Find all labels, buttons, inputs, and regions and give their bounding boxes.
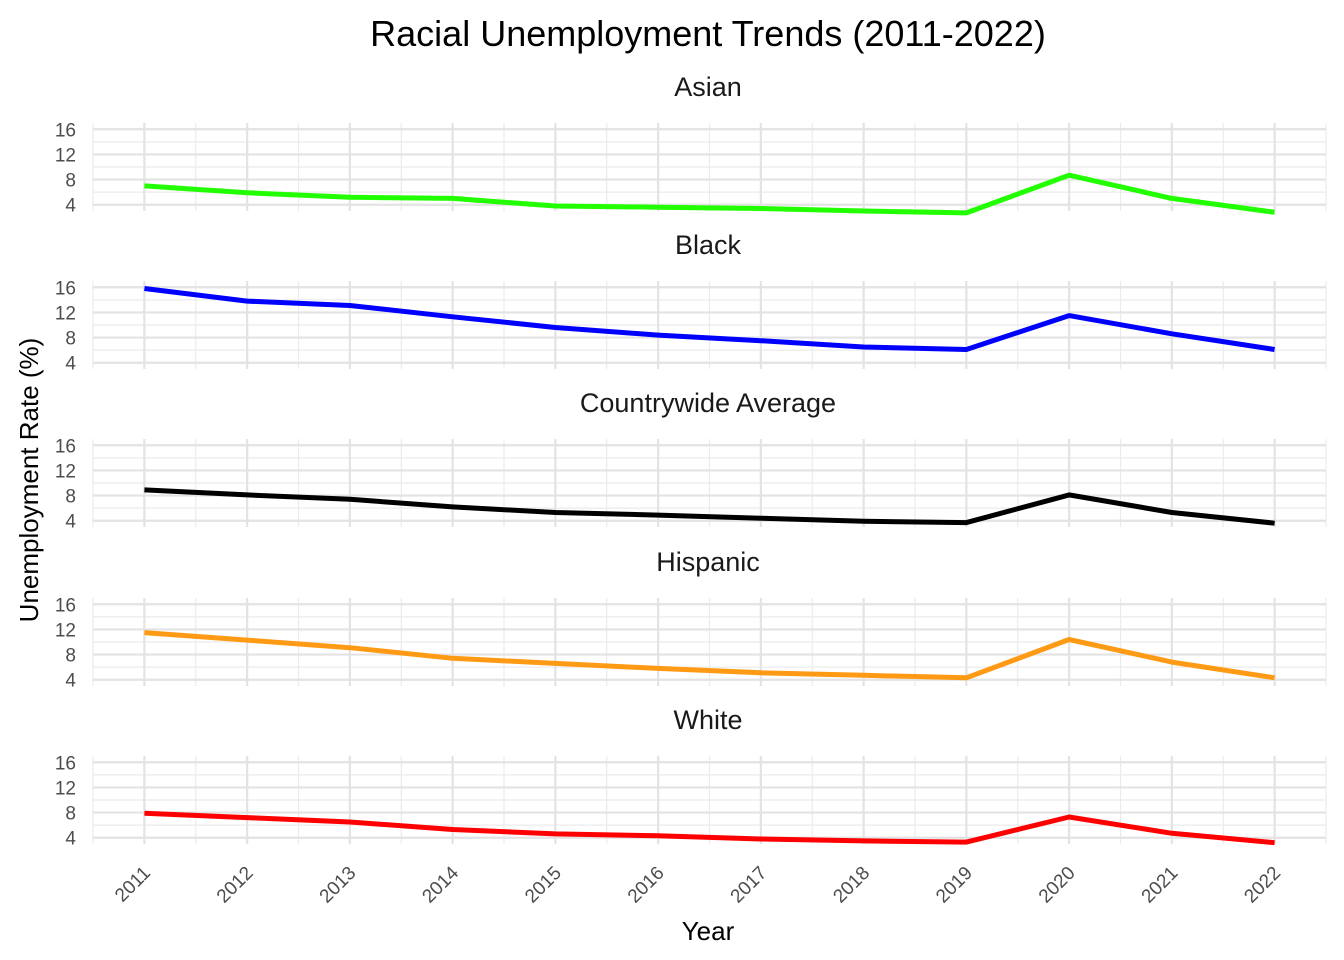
- chart-title: Racial Unemployment Trends (2011-2022): [370, 13, 1046, 54]
- facet-strip-label: Countrywide Average: [580, 388, 836, 418]
- x-tick-label: 2013: [316, 863, 361, 908]
- y-tick-label: 12: [55, 145, 76, 166]
- y-tick-label: 8: [65, 171, 76, 192]
- y-tick-label: 16: [55, 120, 76, 141]
- x-tick-label: 2018: [829, 863, 874, 908]
- y-tick-label: 12: [55, 461, 76, 482]
- y-tick-label: 12: [55, 778, 76, 799]
- x-tick-label: 2011: [111, 863, 155, 907]
- series-line-white: [144, 810, 1275, 846]
- x-tick-label: 2012: [213, 863, 258, 908]
- x-tick-label: 2020: [1035, 863, 1080, 908]
- facet-panel-0: Asian 4 8 12 16: [55, 72, 1327, 217]
- facet-strip-label: Asian: [674, 72, 742, 102]
- y-tick-label: 8: [65, 646, 76, 667]
- y-tick-label: 16: [55, 753, 76, 774]
- series-line-hispanic: [144, 630, 1275, 681]
- y-tick-label: 4: [65, 671, 76, 692]
- facet-strip-label: Black: [675, 230, 742, 260]
- y-tick-label: 4: [65, 829, 76, 850]
- facet-strip-label: Hispanic: [656, 547, 760, 577]
- y-axis-label: Unemployment Rate (%): [14, 338, 44, 623]
- x-tick-label: 2015: [521, 863, 566, 908]
- series-line-asian: [144, 172, 1275, 216]
- y-tick-label: 4: [65, 354, 76, 375]
- x-tick-label: 2019: [932, 863, 977, 908]
- x-axis-ticks: 2011 2012 2013 2014 2015 2016 2017 2018 2019 2020…: [111, 862, 1285, 907]
- series-line-black: [144, 286, 1275, 352]
- x-tick-label: 2014: [418, 862, 463, 907]
- y-tick-label: 12: [55, 620, 76, 641]
- x-tick-label: 2022: [1240, 863, 1285, 908]
- y-tick-label: 8: [65, 804, 76, 825]
- x-tick-label: 2021: [1138, 863, 1183, 908]
- y-tick-label: 8: [65, 329, 76, 350]
- x-axis-label: Year: [682, 916, 735, 946]
- facet-strip-label: White: [673, 705, 742, 735]
- facet-panel-3: Hispanic 4 8 12 16: [55, 547, 1327, 692]
- y-tick-label: 8: [65, 487, 76, 508]
- facet-panel-4: White 4 8 12 16: [55, 705, 1327, 850]
- y-tick-label: 16: [55, 595, 76, 616]
- y-tick-label: 16: [55, 436, 76, 457]
- series-line-countrywide-average: [144, 487, 1275, 526]
- facet-panel-1: Black 4 8 12 16: [55, 230, 1327, 375]
- y-tick-label: 16: [55, 278, 76, 299]
- y-tick-label: 4: [65, 196, 76, 217]
- x-tick-label: 2016: [624, 863, 669, 908]
- facet-panel-2: Countrywide Average 4 8 12 16: [55, 388, 1327, 533]
- x-tick-label: 2017: [727, 863, 772, 908]
- y-tick-label: 12: [55, 303, 76, 324]
- y-tick-label: 4: [65, 512, 76, 533]
